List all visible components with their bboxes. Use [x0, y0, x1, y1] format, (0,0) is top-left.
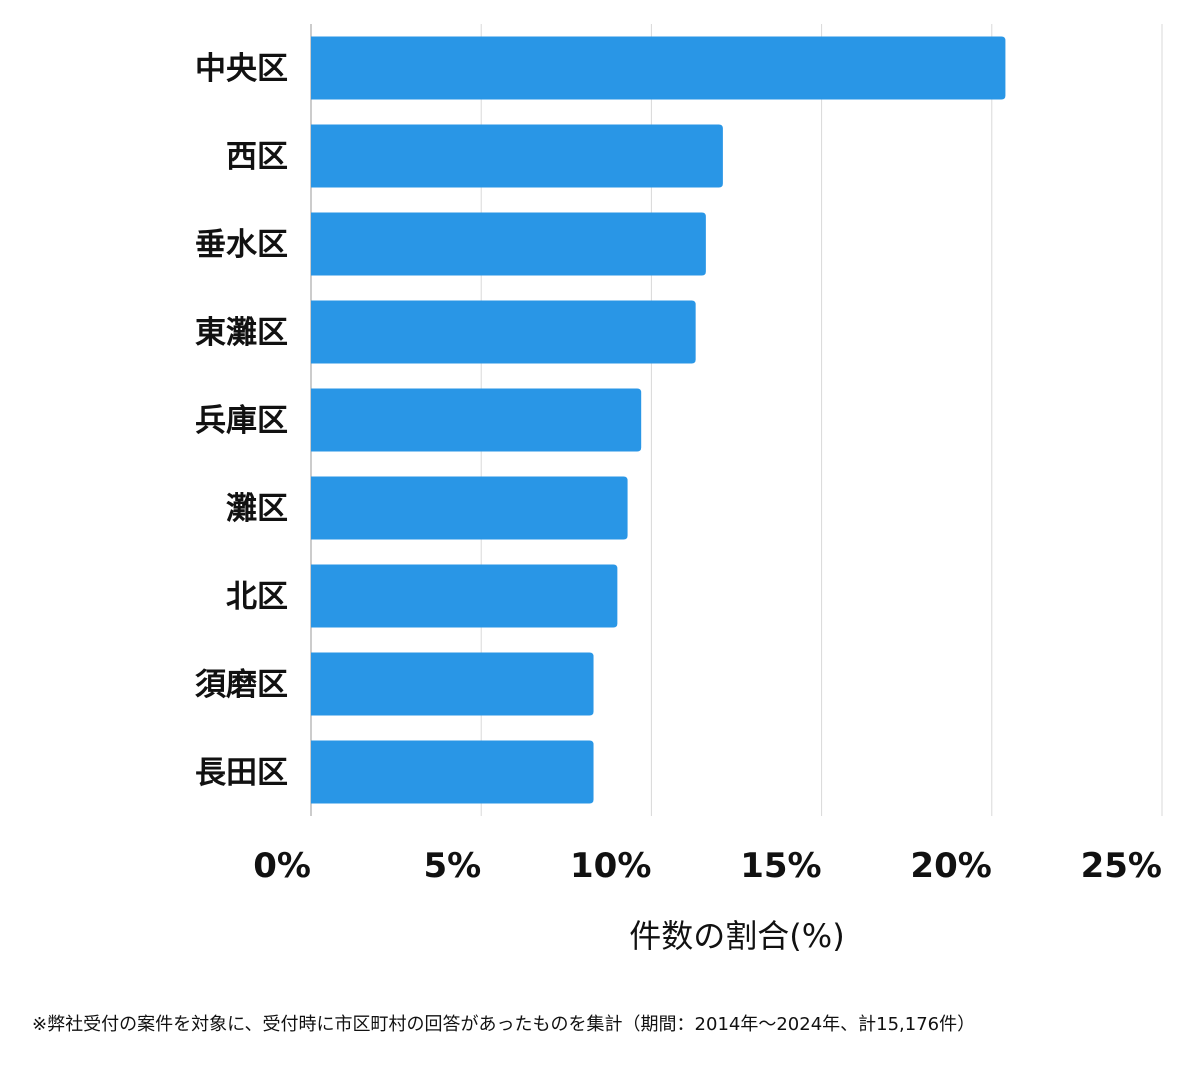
x-tick-label: 25%	[1081, 846, 1162, 886]
category-label: 兵庫区	[195, 403, 288, 439]
category-label: 灘区	[226, 491, 288, 527]
x-axis-title: 件数の割合(%)	[629, 917, 844, 955]
x-tick-label: 5%	[423, 846, 481, 886]
category-label: 垂水区	[195, 227, 288, 263]
bar-8	[311, 652, 594, 716]
bar-2	[311, 124, 723, 188]
x-tick-label: 10%	[570, 846, 651, 886]
category-label: 中央区	[195, 51, 288, 87]
bar-1	[311, 36, 1006, 100]
x-tick-label: 20%	[910, 846, 991, 886]
bar-3	[311, 212, 706, 276]
category-label: 東灘区	[195, 315, 288, 351]
x-tick-label: 15%	[740, 846, 821, 886]
bar-5	[311, 388, 642, 452]
bar-6	[311, 476, 628, 540]
bar-4	[311, 300, 696, 364]
x-tick-label: 0%	[253, 846, 311, 886]
category-label: 北区	[226, 579, 288, 615]
category-label: 西区	[226, 139, 288, 175]
category-label: 長田区	[195, 755, 288, 791]
bar-7	[311, 564, 618, 628]
category-label: 須磨区	[195, 667, 288, 703]
x-tick-labels: 0% 5% 10% 15% 20% 25%	[253, 846, 1162, 886]
footnote: ※弊社受付の案件を対象に、受付時に市区町村の回答があったものを集計（期間：201…	[32, 1014, 976, 1035]
bar-9	[311, 740, 594, 804]
bars	[311, 36, 1006, 804]
